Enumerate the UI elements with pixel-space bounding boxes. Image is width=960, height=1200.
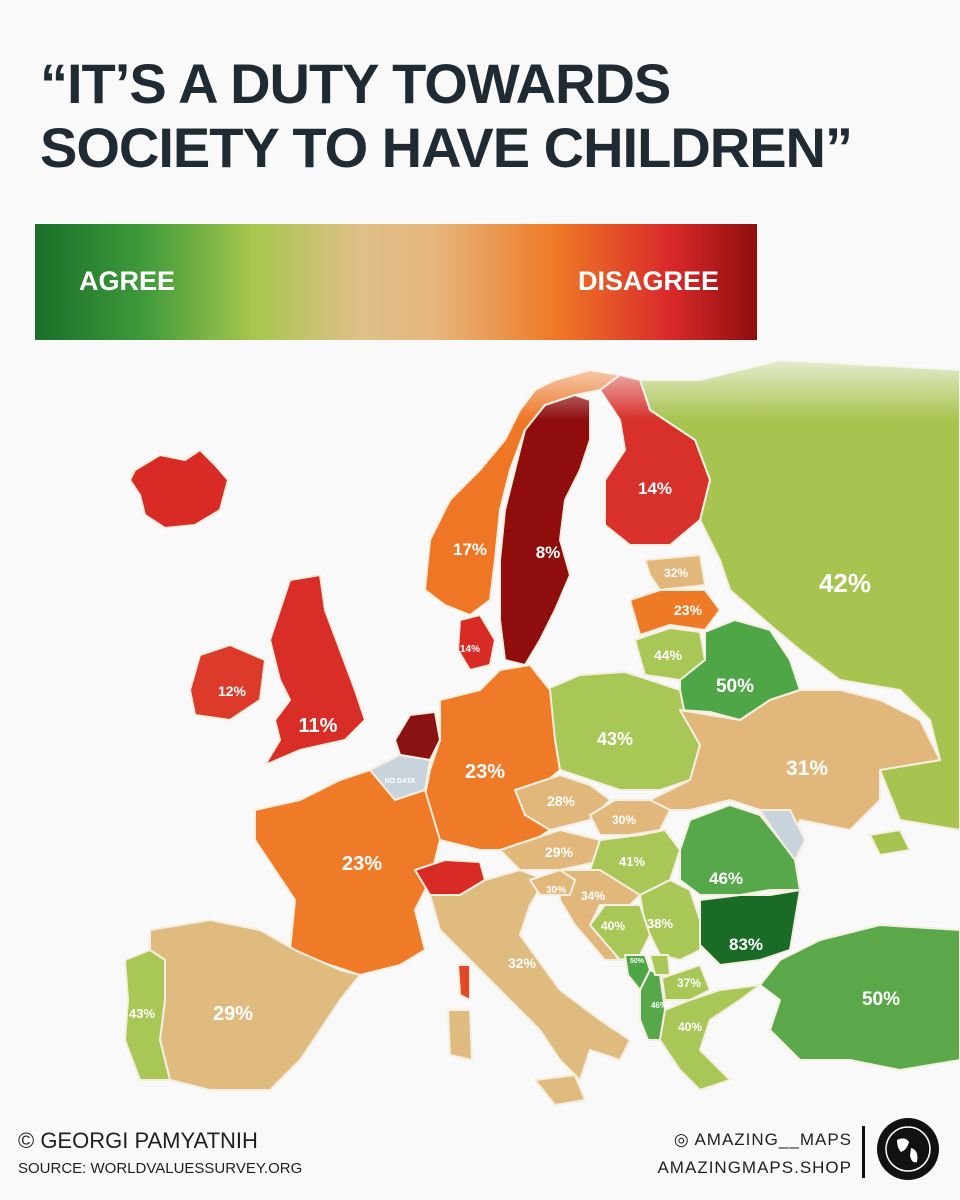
globe-icon xyxy=(885,1126,931,1172)
label-france: 23% xyxy=(342,853,382,875)
label-montenegro: 50% xyxy=(630,958,645,965)
author-credit: © GEORGI PAMYATNIH xyxy=(18,1128,258,1153)
source-text: SOURCE: WORLDVALUESSURVEY.ORG xyxy=(18,1160,303,1177)
title-line-1: “IT’S A DUTY TOWARDS xyxy=(40,52,671,115)
belarus xyxy=(679,619,801,721)
title-line-2: SOCIETY TO HAVE CHILDREN” xyxy=(40,116,853,179)
turkey xyxy=(759,924,960,1071)
france xyxy=(254,769,441,976)
portugal xyxy=(124,949,171,1081)
label-hungary: 41% xyxy=(619,854,645,869)
greece xyxy=(659,984,761,1091)
bulgaria xyxy=(699,889,801,966)
label-slovenia: 30% xyxy=(546,885,566,896)
label-sweden: 8% xyxy=(536,543,561,562)
label-greece: 40% xyxy=(678,1020,702,1034)
sardinia xyxy=(447,1009,473,1061)
iceland xyxy=(129,449,229,529)
label-bulgaria: 83% xyxy=(729,935,763,954)
sweden xyxy=(499,394,591,666)
footer-brand: ◎ AMAZING__MAPS AMAZINGMAPS.SHOP xyxy=(657,1126,852,1182)
label-finland: 14% xyxy=(638,479,672,498)
label-romania: 46% xyxy=(709,869,743,888)
north-fade xyxy=(500,340,960,420)
color-legend: AGREE DISAGREE xyxy=(35,224,757,340)
denmark xyxy=(457,614,496,671)
page-title: “IT’S A DUTY TOWARDS SOCIETY TO HAVE CHI… xyxy=(40,52,853,180)
netherlands xyxy=(394,711,441,761)
label-estonia: 32% xyxy=(664,566,688,580)
amazing-maps-logo xyxy=(877,1118,939,1180)
label-serbia: 38% xyxy=(647,916,673,931)
shop-link: AMAZINGMAPS.SHOP xyxy=(657,1158,852,1177)
bosnia xyxy=(589,904,651,961)
label-north-macedonia: 37% xyxy=(677,976,701,990)
label-turkey: 50% xyxy=(862,989,900,1010)
label-czechia: 28% xyxy=(547,793,576,809)
label-belarus: 50% xyxy=(716,676,754,697)
romania xyxy=(679,804,801,896)
crimea xyxy=(869,829,911,856)
label-croatia: 34% xyxy=(581,889,605,903)
divider xyxy=(862,1126,865,1178)
label-belgium: NO DATA xyxy=(385,778,416,785)
label-slovakia: 30% xyxy=(612,813,636,827)
footer-credits: © GEORGI PAMYATNIH SOURCE: WORLDVALUESSU… xyxy=(18,1128,302,1177)
north-macedonia xyxy=(661,964,711,1001)
slovakia xyxy=(589,799,671,836)
united-kingdom xyxy=(264,574,366,766)
label-bosnia: 40% xyxy=(601,919,625,933)
label-spain: 29% xyxy=(213,1003,253,1025)
legend-agree: AGREE xyxy=(79,266,176,296)
label-russia: 42% xyxy=(819,568,871,598)
label-ireland: 12% xyxy=(218,683,247,699)
estonia xyxy=(644,554,706,591)
label-uk: 11% xyxy=(299,715,338,737)
label-austria: 29% xyxy=(545,844,574,860)
ireland xyxy=(189,644,266,721)
instagram-handle: ◎ AMAZING__MAPS xyxy=(673,1130,852,1149)
sicily xyxy=(534,1074,586,1106)
country-labels: 8% 14% 17% 42% 32% 23% 44% 50% 14% 11% 1… xyxy=(129,479,900,1034)
legend-disagree: DISAGREE xyxy=(577,266,719,296)
label-germany: 23% xyxy=(465,761,505,783)
label-latvia: 23% xyxy=(674,602,703,618)
label-poland: 43% xyxy=(597,729,633,749)
label-italy: 32% xyxy=(508,955,537,971)
label-portugal: 43% xyxy=(129,1006,155,1021)
latvia xyxy=(629,589,721,636)
corsica xyxy=(457,964,471,1001)
label-norway: 17% xyxy=(453,540,487,559)
label-lithuania: 44% xyxy=(654,647,683,663)
label-ukraine: 31% xyxy=(786,757,828,780)
label-albania: 46% xyxy=(651,1001,667,1010)
slovenia xyxy=(529,869,576,896)
label-denmark: 14% xyxy=(460,644,480,655)
